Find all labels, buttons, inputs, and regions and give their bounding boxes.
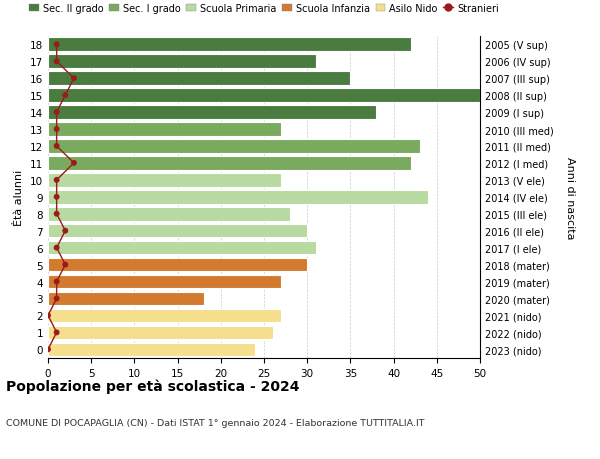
Bar	[48, 72, 350, 86]
Bar	[48, 89, 480, 103]
Bar	[48, 258, 307, 272]
Point	[43, 312, 53, 319]
Bar	[48, 292, 203, 306]
Point	[61, 92, 70, 100]
Y-axis label: Anni di nascita: Anni di nascita	[565, 156, 575, 239]
Bar	[48, 174, 281, 187]
Point	[52, 143, 61, 150]
Bar	[48, 39, 411, 52]
Bar	[48, 207, 290, 221]
Point	[52, 211, 61, 218]
Point	[43, 346, 53, 353]
Point	[52, 329, 61, 336]
Bar	[48, 106, 376, 120]
Bar	[48, 309, 281, 323]
Point	[69, 160, 79, 167]
Bar	[48, 241, 316, 255]
Point	[52, 177, 61, 184]
Point	[52, 58, 61, 66]
Bar	[48, 224, 307, 238]
Point	[52, 109, 61, 117]
Legend: Sec. II grado, Sec. I grado, Scuola Primaria, Scuola Infanzia, Asilo Nido, Stran: Sec. II grado, Sec. I grado, Scuola Prim…	[25, 0, 503, 17]
Bar	[48, 140, 419, 153]
Bar	[48, 56, 316, 69]
Text: COMUNE DI POCAPAGLIA (CN) - Dati ISTAT 1° gennaio 2024 - Elaborazione TUTTITALIA: COMUNE DI POCAPAGLIA (CN) - Dati ISTAT 1…	[6, 418, 425, 427]
Point	[52, 194, 61, 201]
Point	[52, 295, 61, 302]
Point	[69, 75, 79, 83]
Point	[61, 228, 70, 235]
Point	[52, 278, 61, 285]
Text: Popolazione per età scolastica - 2024: Popolazione per età scolastica - 2024	[6, 379, 299, 393]
Bar	[48, 157, 411, 170]
Bar	[48, 123, 281, 136]
Bar	[48, 275, 281, 289]
Bar	[48, 190, 428, 204]
Bar	[48, 343, 256, 356]
Bar	[48, 326, 272, 339]
Point	[61, 261, 70, 269]
Point	[52, 41, 61, 49]
Point	[52, 245, 61, 252]
Point	[52, 126, 61, 134]
Y-axis label: Ètà alunni: Ètà alunni	[14, 169, 25, 225]
